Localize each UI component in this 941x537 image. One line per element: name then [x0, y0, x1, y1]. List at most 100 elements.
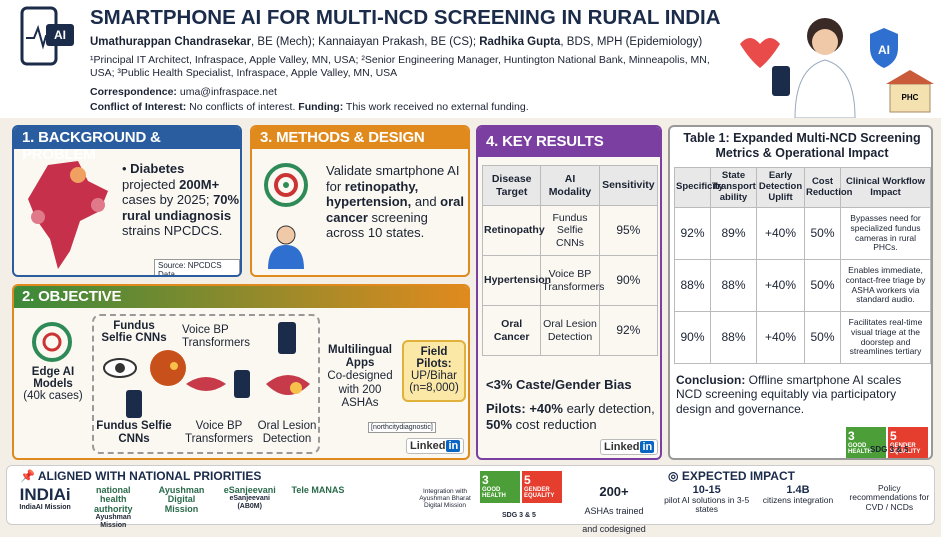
label: Field Pilots:	[416, 346, 452, 370]
sdg-tile: 3 GOOD HEALTH	[846, 427, 886, 458]
shape	[274, 173, 298, 197]
cell: 90%	[598, 255, 659, 306]
background-panel: 1. BACKGROUND & PROBLEM • Diabetes proje…	[12, 125, 242, 277]
affiliations: ¹Principal IT Architect, Infraspace, App…	[90, 54, 710, 79]
methods-panel: 3. METHODS & DESIGN Validate smartphone …	[250, 125, 470, 277]
voice-top: Voice BP Transformers	[182, 324, 250, 349]
cell: 95%	[598, 205, 659, 256]
detail: UP/Bihar (n=8,000)	[409, 370, 459, 394]
sdg-num: 5	[524, 473, 531, 487]
text: early detection,	[562, 401, 655, 416]
sdg-tile: 3 GOOD HEALTH	[480, 471, 520, 503]
shape	[278, 322, 296, 354]
text: strains NPCDCS.	[122, 223, 223, 239]
linkedin-text: Linked	[410, 440, 446, 452]
impact-item: 10-15 pilot AI solutions in 3-5 states	[664, 484, 749, 515]
source: Source: NPCDCS Data	[154, 259, 240, 275]
logo-name: Ayushman Digital Mission	[158, 485, 205, 514]
label: EXPECTED IMPACT	[681, 469, 795, 483]
logo: eSanjeevani eSanjeevani (AB0M)	[219, 485, 281, 524]
shape	[886, 70, 934, 84]
impact-item: 1.4B citizens integration	[755, 484, 840, 515]
voice-bottom: Voice BP Transformers	[185, 420, 253, 445]
label: ALIGNED WITH NATIONAL PRIORITIES	[37, 469, 262, 483]
text: Validate smartphone AI for	[326, 163, 460, 194]
shape	[268, 245, 304, 269]
logo-caption: IndiaAI Mission	[19, 503, 71, 511]
label: Conflict of Interest:	[90, 101, 187, 113]
table-row: Hypertension Voice BP Transformers 90%	[481, 255, 659, 306]
linkedin: Linked in	[406, 438, 465, 454]
bold: 70% rural undiagnosis	[122, 192, 240, 223]
cell: 88%	[710, 259, 757, 312]
table-row: Oral Cancer Oral Lesion Detection 92%	[481, 305, 659, 356]
label: Correspondence:	[90, 86, 177, 98]
oral: Oral Lesion Detection	[257, 420, 317, 445]
shape	[46, 24, 74, 46]
shape	[31, 210, 45, 224]
column-header: Specificity	[674, 167, 724, 208]
sdg-tile: 5 GENDER EQUALITY	[888, 427, 928, 458]
text: and	[411, 194, 441, 210]
big: 200+	[599, 484, 629, 499]
cell: 88%	[674, 259, 711, 312]
logo-name: eSanjeevani	[223, 485, 276, 495]
heading: 4. KEY RESULTS	[478, 127, 660, 157]
phc-label: PHC	[902, 93, 919, 102]
cell: 90%	[674, 311, 711, 364]
cell: 92%	[674, 207, 711, 260]
shape	[276, 225, 296, 245]
heading: 2. OBJECTIVE	[14, 286, 468, 308]
cell: 88%	[710, 311, 757, 364]
sdg-label: GENDER EQUALITY	[524, 487, 555, 499]
sdg-caption: SDG 3 & 5	[870, 445, 909, 454]
sdg-label: GOOD HEALTH	[848, 443, 872, 455]
column-header: AI Modality	[540, 165, 600, 206]
logo-caption: eSanjeevani (AB0M)	[229, 495, 270, 510]
cell: Fundus Selfie CNNs	[540, 205, 600, 256]
bold: Conclusion:	[676, 373, 746, 387]
impact-small: pilot AI solutions in 3-5 states	[664, 495, 750, 515]
value: No conflicts of interest.	[186, 101, 299, 113]
table1: Specificity State Transport ability Early …	[674, 167, 931, 364]
label: Edge AI Models	[31, 366, 75, 390]
linkedin-text: Linked	[604, 441, 640, 453]
logo-caption: Ayushman Mission	[95, 514, 132, 529]
shape	[870, 28, 898, 68]
impact-item: Policy recommendations for CVD / NCDs	[847, 483, 932, 515]
sdg-num: 3	[848, 429, 855, 443]
table-row: Retinopathy Fundus Selfie CNNs 95%	[481, 205, 659, 256]
text: Offline smartphone AI scales NCD screeni…	[676, 373, 902, 416]
impact-big: 1.4B	[786, 484, 810, 496]
text: cost reduction	[512, 417, 597, 433]
shape	[91, 198, 105, 212]
detail: Co-designed with 200 ASHAs	[327, 370, 393, 409]
impact-big: 10-15	[692, 484, 721, 496]
results-table: Disease Target AI Modality Sensitivity Reti…	[481, 165, 659, 356]
detail: (40k cases)	[23, 390, 83, 402]
shape	[70, 167, 86, 183]
ashas: 200+ ASHAs trained and codesigned	[576, 483, 652, 537]
shape	[115, 363, 125, 373]
cell: Oral Cancer	[481, 305, 542, 356]
linkedin-in: in	[640, 441, 655, 453]
cell: Enables immediate, contact-free triage b…	[840, 259, 931, 312]
shape	[42, 332, 62, 352]
shape	[794, 59, 856, 118]
cell: Voice BP Transformers	[540, 255, 604, 306]
tag: [northcitydiagnostic]	[368, 422, 436, 433]
author: , BE (Mech); Kannaiayan Prakash, BE (CS)…	[251, 36, 480, 48]
sdg-tile: 5 GENDER EQUALITY	[522, 471, 562, 503]
cell: Oral Lesion Detection	[540, 305, 600, 356]
cell: 89%	[710, 207, 757, 260]
icon-label: AI	[54, 28, 66, 42]
shape	[126, 390, 142, 418]
bold: oral cancer	[326, 194, 465, 225]
sdg-num: 5	[890, 429, 897, 443]
impact: ◎ EXPECTED IMPACT	[668, 469, 795, 483]
shape	[170, 362, 178, 370]
bold: 200M+	[179, 176, 220, 192]
bold: 50%	[486, 417, 513, 433]
